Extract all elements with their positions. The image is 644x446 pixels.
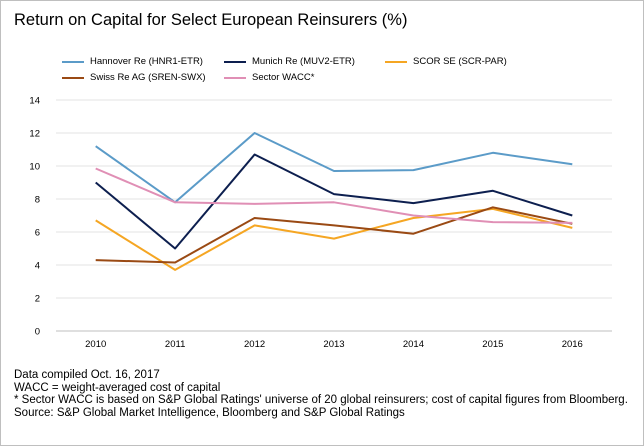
legend-swatch-hannover bbox=[62, 60, 84, 63]
y-tick-label: 6 bbox=[35, 228, 40, 239]
legend-swatch-scor bbox=[385, 60, 407, 63]
series-line-1 bbox=[95, 153, 573, 250]
note-sector-wacc: * Sector WACC is based on S&P Global Rat… bbox=[14, 394, 628, 406]
y-tick-label: 0 bbox=[35, 327, 40, 338]
y-tick-label: 10 bbox=[29, 162, 40, 173]
legend-item-wacc: Sector WACC* bbox=[224, 72, 314, 83]
y-tick-label: 8 bbox=[35, 195, 40, 206]
series-line-4 bbox=[95, 167, 573, 224]
x-tick-label: 2010 bbox=[85, 339, 106, 350]
legend-item-swissre: Swiss Re AG (SREN-SWX) bbox=[62, 72, 206, 83]
legend-item-hannover: Hannover Re (HNR1-ETR) bbox=[62, 56, 203, 67]
y-tick-label: 14 bbox=[29, 96, 40, 107]
x-tick-label: 2011 bbox=[165, 339, 185, 350]
y-tick-label: 2 bbox=[35, 294, 40, 305]
note-source: Source: S&P Global Market Intelligence, … bbox=[14, 406, 405, 419]
x-tick-label: 2013 bbox=[323, 339, 344, 350]
x-tick-label: 2014 bbox=[403, 339, 424, 350]
note-wacc-definition: WACC = weight-averaged cost of capital bbox=[14, 381, 221, 394]
x-tick-label: 2012 bbox=[244, 339, 265, 350]
x-tick-label: 2016 bbox=[562, 339, 583, 350]
chart-notes: Data compiled Oct. 16, 2017 WACC = weigh… bbox=[14, 369, 632, 419]
note-data-compiled: Data compiled Oct. 16, 2017 bbox=[14, 369, 160, 381]
legend-label-wacc: Sector WACC* bbox=[252, 72, 315, 83]
x-tick-label: 2015 bbox=[482, 339, 503, 350]
y-tick-label: 12 bbox=[29, 129, 40, 140]
legend-item-munich: Munich Re (MUV2-ETR) bbox=[224, 56, 355, 67]
legend-label-scor: SCOR SE (SCR-PAR) bbox=[413, 56, 507, 67]
legend-label-swissre: Swiss Re AG (SREN-SWX) bbox=[90, 72, 206, 83]
series-line-3 bbox=[95, 206, 573, 264]
series-line-2 bbox=[95, 207, 573, 271]
series-line-0 bbox=[95, 132, 573, 204]
legend-swatch-wacc bbox=[224, 76, 246, 79]
legend-label-hannover: Hannover Re (HNR1-ETR) bbox=[90, 56, 203, 67]
legend-item-scor: SCOR SE (SCR-PAR) bbox=[385, 56, 507, 67]
legend-swatch-swissre bbox=[62, 76, 84, 79]
legend-label-munich: Munich Re (MUV2-ETR) bbox=[252, 56, 355, 67]
y-tick-label: 4 bbox=[35, 261, 40, 272]
chart-title: Return on Capital for Select European Re… bbox=[14, 11, 408, 29]
legend-swatch-munich bbox=[224, 60, 246, 63]
